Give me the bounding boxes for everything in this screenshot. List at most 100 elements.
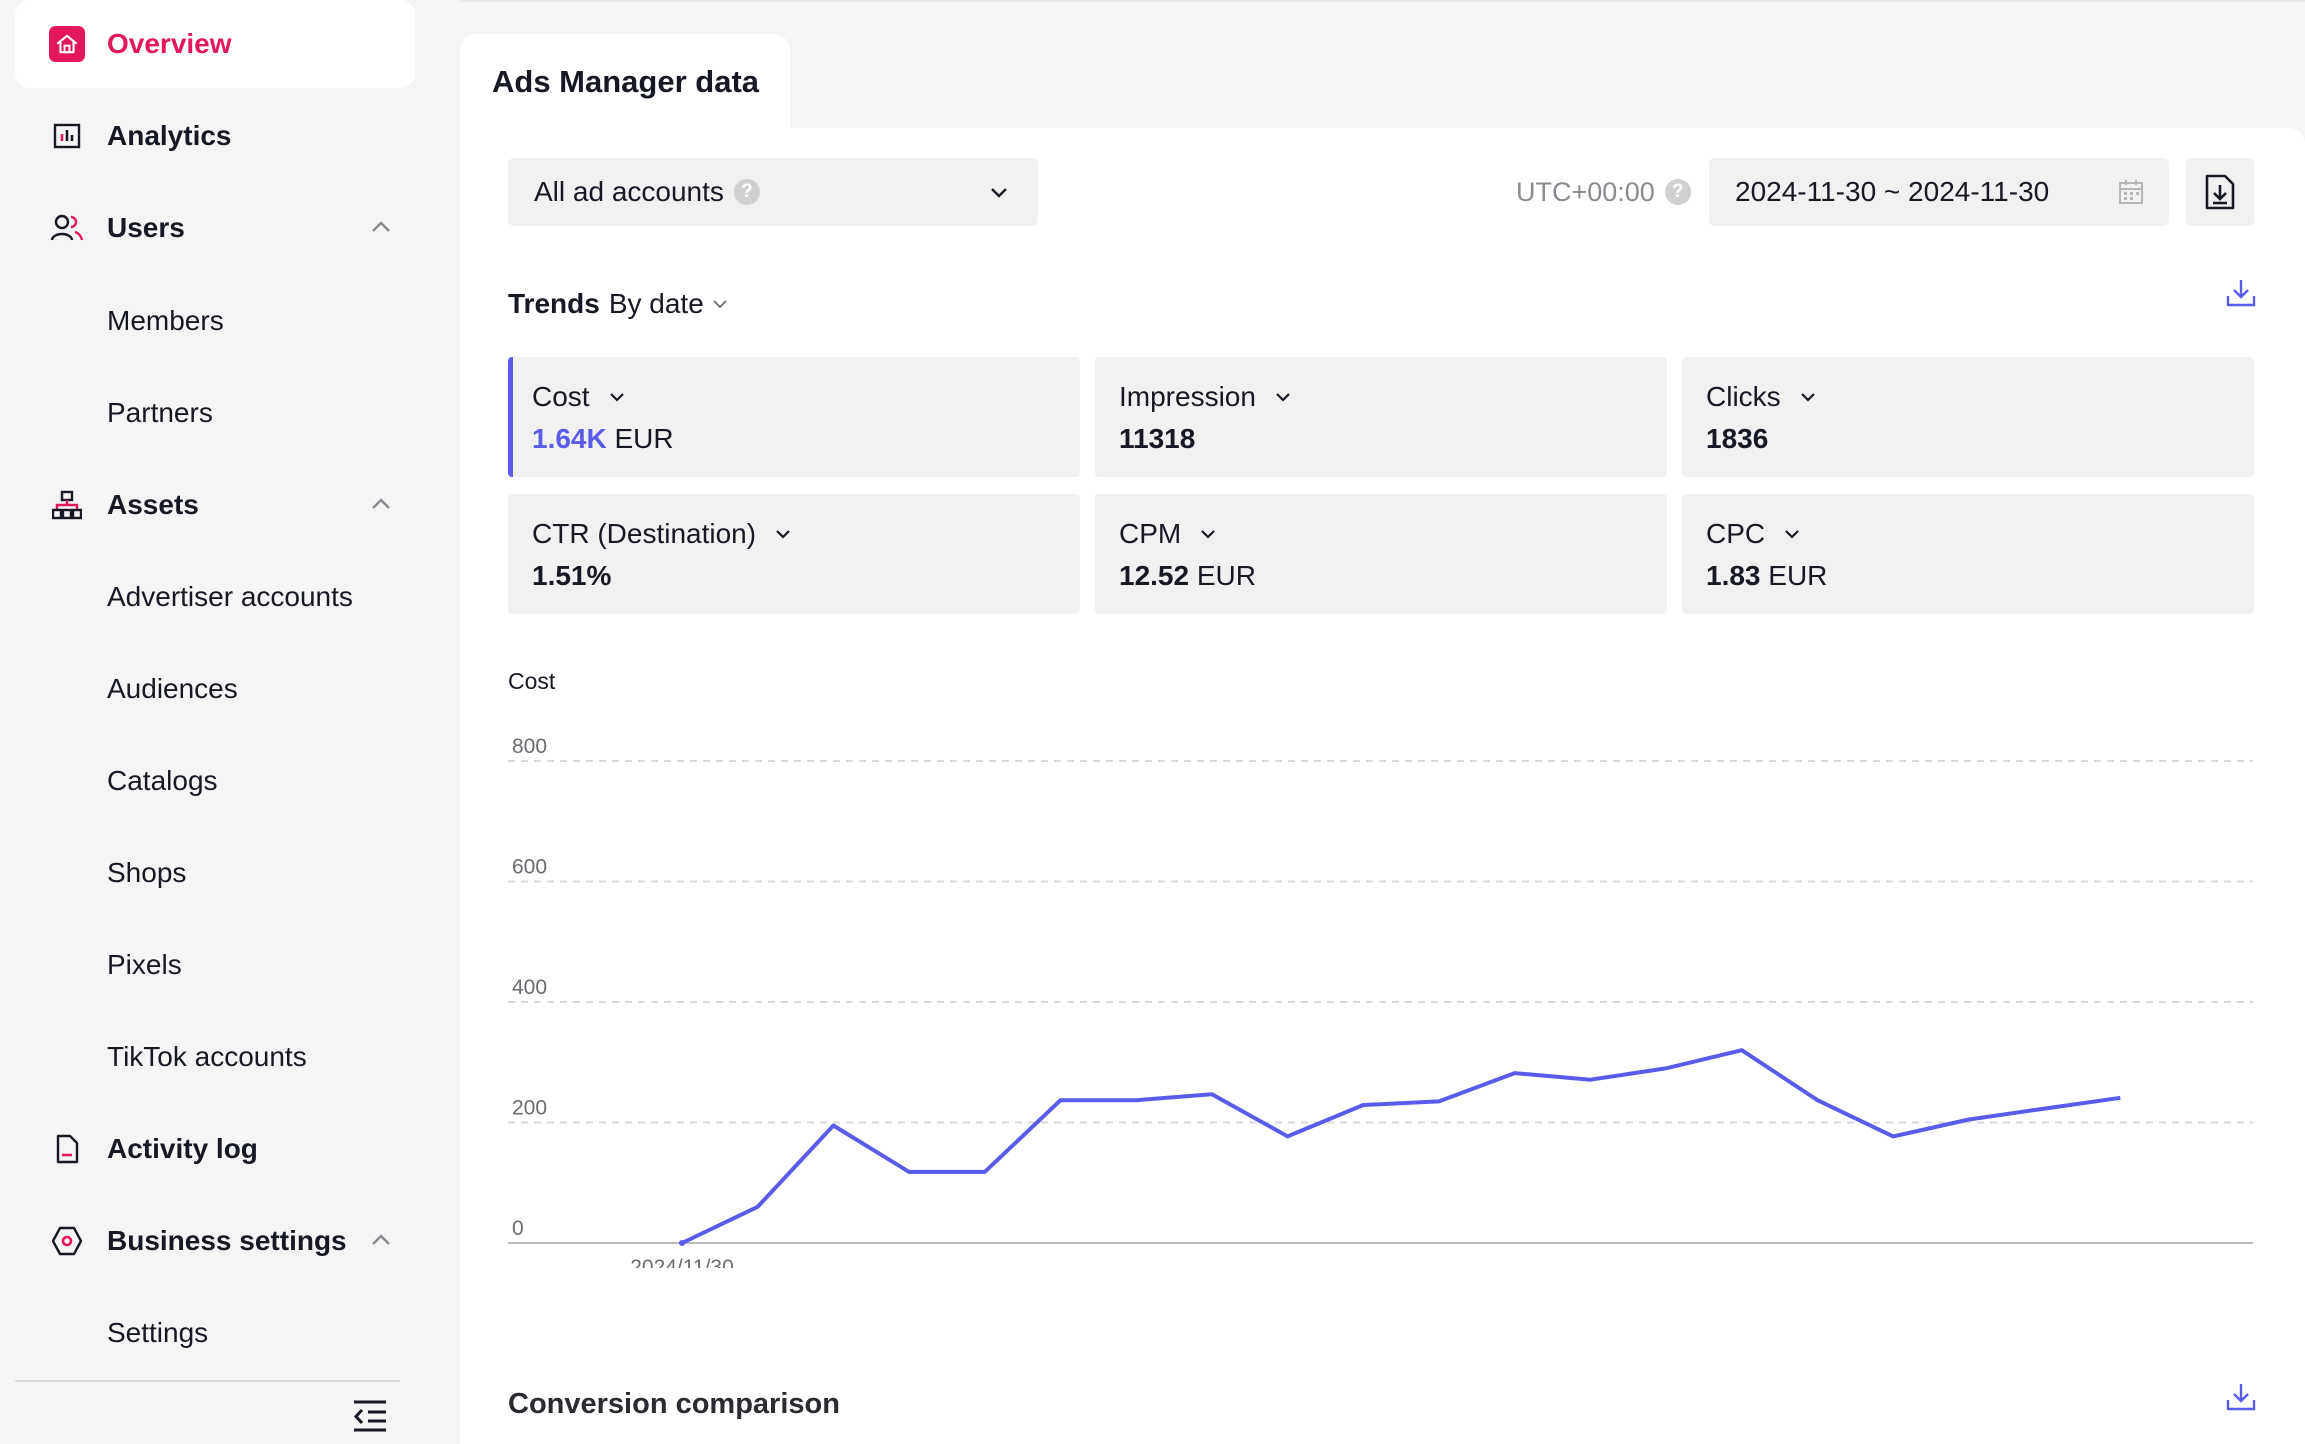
metric-name: Clicks	[1706, 381, 1819, 413]
home-icon	[49, 26, 85, 62]
metric-unit: EUR	[1196, 560, 1256, 591]
date-range-value: 2024-11-30 ~ 2024-11-30	[1735, 176, 2050, 207]
chevron-down-icon	[776, 530, 790, 539]
hierarchy-icon	[49, 487, 85, 523]
trends-selector[interactable]: Trends By date	[508, 288, 730, 320]
chevron-down-icon	[713, 300, 727, 309]
conversion-comparison-title: Conversion comparison	[508, 1388, 840, 1420]
metric-value: 1836	[1706, 423, 1768, 455]
sidebar: Overview Analytics Users Membe	[0, 0, 438, 1444]
sidebar-item-label: TikTok accounts	[107, 1041, 307, 1072]
help-icon[interactable]: ?	[733, 179, 760, 205]
y-tick-label: 800	[512, 735, 547, 758]
sidebar-item-label: Assets	[107, 489, 199, 520]
download-icon[interactable]	[2224, 276, 2258, 310]
sidebar-item-business-settings[interactable]: Business settings	[15, 1197, 415, 1285]
file-download-icon	[2205, 174, 2235, 210]
metric-name-text: Cost	[532, 381, 590, 412]
metric-unit: EUR	[1768, 560, 1828, 591]
metric-name-text: CPC	[1706, 518, 1766, 549]
export-button[interactable]	[2186, 158, 2254, 226]
sidebar-item-users[interactable]: Users	[15, 184, 415, 272]
date-range-picker[interactable]: 2024-11-30 ~ 2024-11-30	[1709, 158, 2169, 226]
y-tick-label: 200	[512, 1097, 547, 1120]
chevron-up-icon[interactable]	[367, 214, 395, 242]
metric-value: 12.52 EUR	[1119, 560, 1256, 592]
metric-unit: EUR	[614, 423, 674, 454]
metric-name: Cost	[532, 381, 628, 413]
sidebar-item-catalogs[interactable]: Catalogs	[15, 741, 415, 821]
sidebar-item-members[interactable]: Members	[15, 281, 415, 361]
sidebar-item-label: Business settings	[107, 1225, 347, 1256]
sidebar-item-overview[interactable]: Overview	[15, 0, 415, 88]
series-line	[681, 1048, 2121, 1245]
metric-name: CPC	[1706, 518, 1803, 550]
sidebar-item-label: Advertiser accounts	[107, 581, 353, 612]
sidebar-item-partners[interactable]: Partners	[15, 373, 415, 453]
sidebar-item-shops[interactable]: Shops	[15, 833, 415, 913]
help-icon[interactable]: ?	[1664, 179, 1691, 205]
chevron-down-icon	[1800, 393, 1815, 402]
metric-value-number: 12.52	[1119, 560, 1190, 591]
sidebar-item-tiktok-accounts[interactable]: TikTok accounts	[15, 1017, 415, 1097]
sidebar-item-label: Catalogs	[107, 765, 218, 796]
cost-line-chart: 0 200 400 600 800 2024/11/30	[508, 735, 2253, 1268]
sidebar-item-label: Members	[107, 305, 224, 336]
x-tick-label: 2024/11/30	[630, 1256, 734, 1268]
metric-value-number: 1.51%	[532, 560, 612, 591]
chevron-down-icon	[1785, 530, 1799, 539]
metric-card-cpm[interactable]: CPM 12.52 EUR	[1095, 494, 1667, 614]
sidebar-item-label: Activity log	[107, 1133, 258, 1164]
sidebar-item-pixels[interactable]: Pixels	[15, 925, 415, 1005]
timezone-label: UTC+00:00 ?	[1516, 158, 1691, 226]
account-select-value: All ad accounts	[534, 176, 724, 207]
metric-value: 1.51%	[532, 560, 611, 592]
download-icon[interactable]	[2224, 1380, 2258, 1414]
metric-value: 1.83 EUR	[1706, 560, 1827, 592]
chevron-up-icon[interactable]	[367, 1227, 395, 1255]
account-select[interactable]: All ad accounts ?	[508, 158, 1038, 226]
sidebar-item-activity-log[interactable]: Activity log	[15, 1105, 415, 1193]
sidebar-item-label: Shops	[107, 857, 187, 888]
metric-value-number: 1836	[1706, 423, 1769, 454]
bar-chart-icon	[49, 118, 85, 154]
y-tick-label: 400	[512, 976, 547, 999]
chart-y-label: Cost	[508, 668, 556, 694]
sidebar-item-advertiser-accounts[interactable]: Advertiser accounts	[15, 557, 415, 637]
sidebar-item-label: Partners	[107, 397, 213, 428]
sidebar-item-label: Overview	[107, 28, 232, 59]
chevron-up-icon[interactable]	[367, 491, 395, 519]
sidebar-item-analytics[interactable]: Analytics	[15, 92, 415, 180]
data-point[interactable]	[679, 1240, 685, 1246]
metric-name-text: CPM	[1119, 518, 1182, 549]
metric-name-text: CTR (Destination)	[532, 518, 757, 549]
chevron-down-icon	[1201, 530, 1216, 539]
metric-name-text: Clicks	[1706, 381, 1781, 412]
metric-card-cost[interactable]: Cost 1.64K EUR	[508, 357, 1080, 477]
sidebar-item-assets[interactable]: Assets	[15, 461, 415, 549]
metric-value: 11318	[1119, 423, 1195, 455]
collapse-sidebar-icon[interactable]	[350, 1398, 390, 1434]
metric-card-cpc[interactable]: CPC 1.83 EUR	[1682, 494, 2254, 614]
trends-by: By date	[608, 288, 704, 319]
metric-card-impression[interactable]: Impression 11318	[1095, 357, 1667, 477]
sidebar-item-label: Analytics	[107, 120, 232, 151]
metric-value-number: 1.64K	[532, 423, 607, 454]
metric-value-number: 11318	[1119, 423, 1196, 454]
y-tick-label: 600	[512, 856, 547, 879]
tab-ads-manager-data[interactable]: Ads Manager data	[460, 34, 790, 130]
metric-name-text: Impression	[1119, 381, 1256, 412]
sidebar-item-audiences[interactable]: Audiences	[15, 649, 415, 729]
chevron-down-icon	[1276, 393, 1290, 402]
sidebar-item-label: Users	[107, 212, 185, 243]
users-icon	[49, 210, 85, 246]
sidebar-divider	[15, 1380, 400, 1382]
sidebar-item-settings[interactable]: Settings	[15, 1293, 415, 1373]
metric-card-clicks[interactable]: Clicks 1836	[1682, 357, 2254, 477]
sidebar-item-label: Audiences	[107, 673, 238, 704]
metric-name: Impression	[1119, 381, 1294, 413]
calendar-icon	[2119, 180, 2143, 204]
metric-card-ctr[interactable]: CTR (Destination) 1.51%	[508, 494, 1080, 614]
metric-name: CTR (Destination)	[532, 518, 794, 550]
metric-value-number: 1.83	[1706, 560, 1761, 591]
